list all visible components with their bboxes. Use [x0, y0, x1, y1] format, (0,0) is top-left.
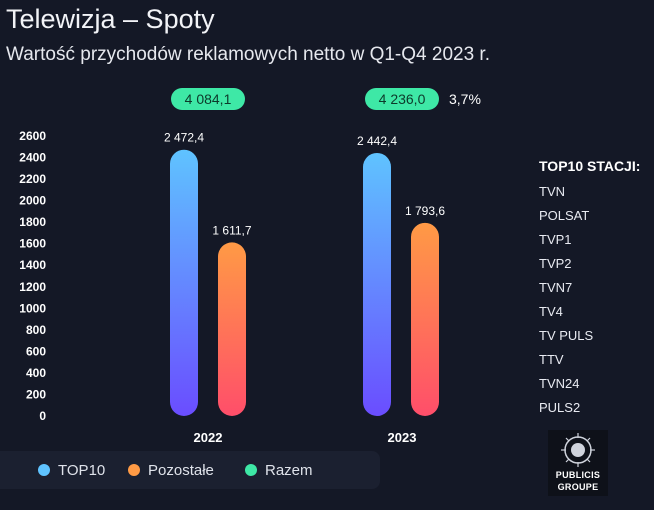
station-item: TV PULS: [539, 328, 594, 343]
y-tick-label: 400: [26, 366, 46, 380]
legend-dot-top10: [38, 464, 50, 476]
station-item: PULS2: [539, 400, 581, 415]
data-label: 2 442,4: [357, 134, 397, 148]
station-item: TVN7: [539, 280, 573, 295]
bar-other: [218, 242, 246, 416]
station-item: TVP2: [539, 256, 572, 271]
logo-text-line1: PUBLICIS: [555, 470, 601, 480]
stations-heading: TOP10 STACJI:: [539, 158, 641, 174]
chart-title: Telewizja – Spoty: [6, 4, 215, 34]
y-tick-label: 1200: [19, 280, 46, 294]
y-tick-label: 800: [26, 323, 46, 337]
station-item: TVP1: [539, 232, 572, 247]
y-tick-label: 200: [26, 387, 46, 401]
chart-subtitle: Wartość przychodów reklamowych netto w Q…: [6, 44, 490, 65]
legend-dot-other: [128, 464, 140, 476]
station-item: TVN: [539, 184, 565, 199]
legend-label-other: Pozostałe: [148, 462, 214, 479]
total-pill: [365, 88, 439, 110]
bar-other: [411, 222, 439, 416]
bar-top10: [363, 152, 391, 417]
bar-top10: [170, 149, 198, 417]
station-item: TVN24: [539, 376, 580, 391]
y-tick-label: 2400: [19, 151, 46, 165]
station-item: POLSAT: [539, 208, 590, 223]
legend-dot-total: [245, 464, 257, 476]
legend-label-total: Razem: [265, 462, 313, 479]
station-item: TTV: [539, 352, 564, 367]
y-tick-label: 1000: [19, 301, 46, 315]
y-tick-label: 1800: [19, 215, 46, 229]
y-tick-label: 2600: [19, 129, 46, 143]
lion-emblem-icon: [561, 433, 595, 467]
y-tick-label: 2200: [19, 172, 46, 186]
y-tick-label: 1400: [19, 258, 46, 272]
data-label: 1 611,7: [212, 223, 251, 237]
logo-text-line2: GROUPE: [557, 482, 599, 492]
legend: TOP10 Pozostałe Razem: [0, 451, 380, 489]
data-label: 2 472,4: [164, 131, 204, 145]
y-tick-label: 600: [26, 344, 46, 358]
legend-label-top10: TOP10: [58, 462, 106, 479]
x-tick-label: 2022: [194, 430, 223, 445]
y-tick-label: 0: [39, 409, 46, 423]
total-pill: [171, 88, 245, 110]
data-label: 1 793,6: [405, 204, 445, 218]
y-tick-label: 1600: [19, 237, 46, 251]
x-tick-label: 2023: [388, 430, 417, 445]
total-label: 4 084,1: [185, 91, 232, 107]
publicis-logo: PUBLICIS GROUPE: [548, 430, 608, 496]
total-label: 4 236,0: [379, 91, 426, 107]
station-item: TV4: [539, 304, 563, 319]
change-percent-label: 3,7%: [449, 91, 481, 107]
y-tick-label: 2000: [19, 194, 46, 208]
